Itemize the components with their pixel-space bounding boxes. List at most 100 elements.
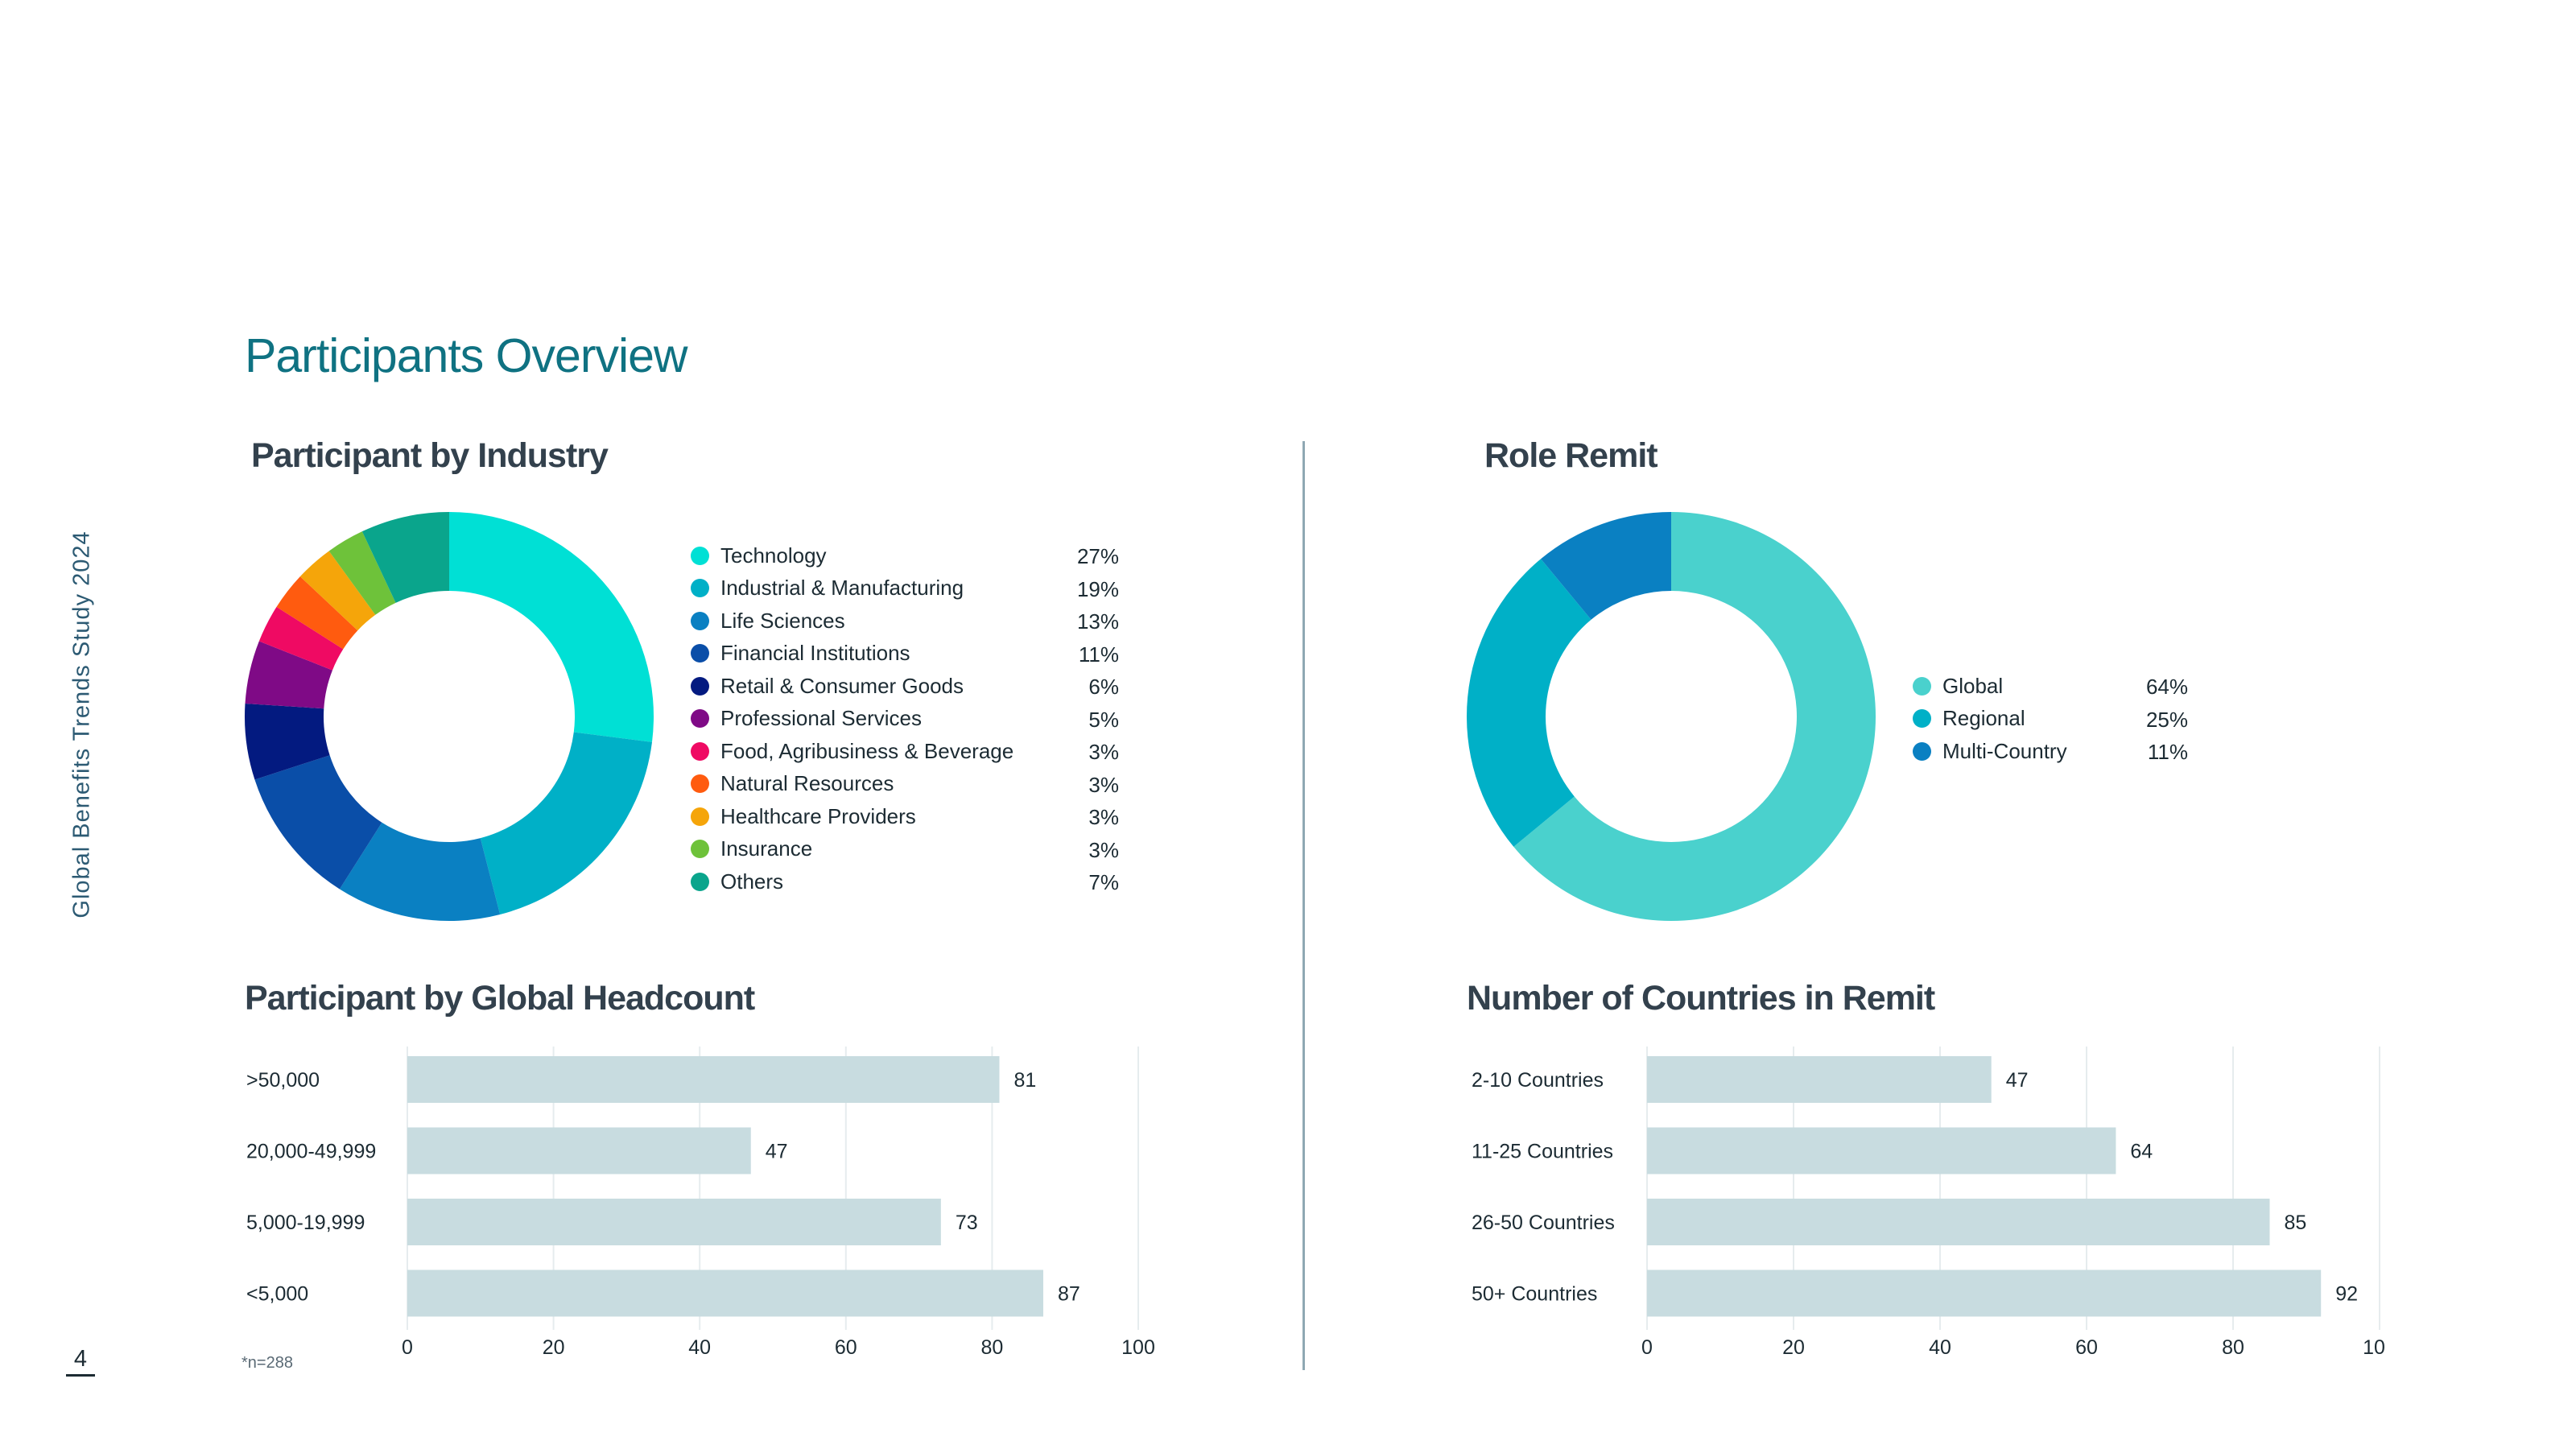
bar-value-label: 85 [2285,1212,2307,1234]
bar-5-000-19-999 [407,1199,941,1245]
category-label-20-000-49-999: 20,000-49,999 [246,1141,376,1163]
bar-11-25-countries [1647,1127,2116,1174]
x-tick-label: 100 [2363,1336,2384,1359]
legend-swatch [691,676,709,696]
column-divider [1302,441,1305,1370]
bar-20-000-49-999 [407,1127,751,1174]
bar-value-label: 92 [2335,1283,2358,1306]
legend-swatch [691,840,709,858]
legend-value-others: 7% [1088,870,1119,894]
category-label-50-000: >50,000 [246,1069,320,1092]
bar-value-label: 47 [2006,1069,2029,1092]
role-remit-donut-slices [1467,512,1876,921]
legend-label: Retail & Consumer Goods [720,673,964,698]
industry-donut-chart [245,512,654,921]
category-label-5-000-19-999: 5,000-19,999 [246,1212,365,1234]
legend-value-financial-institutions: 11% [1078,642,1119,667]
donut-slice-retail-consumer-goods [245,704,330,780]
legend-swatch [691,709,709,728]
industry-chart-title: Participant by Industry [251,436,609,475]
page-number: 4 [66,1346,95,1377]
page-title: Participants Overview [245,329,688,382]
legend-label: Global [1942,673,2004,698]
bar-value-label: 47 [766,1141,788,1163]
legend-item-food-agribusiness-beverage: Food, Agribusiness & Beverage [691,735,1013,767]
legend-swatch [691,872,709,891]
legend-item-professional-services: Professional Services [691,703,922,735]
legend-value-industrial-manufacturing: 19% [1076,576,1119,601]
bar-value-label: 64 [2130,1141,2153,1163]
bar-value-label: 73 [956,1212,978,1234]
legend-swatch [1913,741,1931,761]
legend-swatch [691,546,709,565]
category-label-5-000: <5,000 [246,1283,308,1306]
bar-50-countries [1647,1269,2322,1317]
legend-label: Food, Agribusiness & Beverage [720,738,1014,763]
x-tick-label: 40 [688,1336,711,1359]
legend-swatch [691,579,709,597]
headcount-bar-chart: 0 20 40 60 80 100 >50,000 81 20,000-49,999 47 5,00… [246,1046,1155,1359]
bar-50-000 [407,1056,1000,1103]
x-tick-label: 0 [402,1336,413,1359]
legend-value-global: 64% [2145,675,2188,699]
role-remit-legend: Global 64% Regional 25% Multi-Country 11% [1913,670,2202,774]
legend-item-natural-resources: Natural Resources [691,768,894,800]
countries-chart-title: Number of Countries in Remit [1467,979,1935,1018]
legend-item-global: Global [1913,670,2003,702]
donut-slice-healthcare-providers [299,551,376,631]
category-label-2-10-countries: 2-10 Countries [1472,1069,1604,1092]
donut-slice-others [361,512,449,603]
role-remit-chart-title: Role Remit [1484,436,1658,475]
legend-label: Insurance [720,836,813,861]
legend-label: Regional [1942,706,2025,730]
legend-value-regional: 25% [2145,707,2188,732]
donut-slice-regional [1467,559,1591,847]
x-tick-label: 0 [1641,1336,1653,1359]
legend-value-professional-services: 5% [1088,707,1119,732]
donut-slice-global [1513,512,1876,921]
category-label-50-countries: 50+ Countries [1472,1283,1597,1306]
legend-value-retail-consumer-goods: 6% [1088,675,1119,699]
donut-slice-technology [449,512,654,742]
legend-swatch [1913,709,1931,728]
category-label-11-25-countries: 11-25 Countries [1472,1141,1613,1163]
bar-26-50-countries [1647,1199,2270,1245]
legend-item-multi-country: Multi-Country [1913,735,2067,767]
legend-item-financial-institutions: Financial Institutions [691,638,910,670]
x-tick-label: 60 [2075,1336,2098,1359]
bar-value-label: 81 [1013,1069,1036,1092]
donut-slice-insurance [328,531,396,615]
legend-swatch [691,644,709,663]
x-tick-label: 60 [835,1336,857,1359]
legend-label: Life Sciences [720,608,845,633]
donut-slice-financial-institutions [254,755,382,890]
x-tick-label: 80 [980,1336,1003,1359]
donut-slice-professional-services [245,641,332,709]
headcount-chart-title: Participant by Global Headcount [245,979,755,1018]
bar-5-000 [407,1269,1043,1317]
side-title: Global Benefits Trends Study 2024 [68,530,95,919]
legend-swatch [691,774,709,793]
legend-swatch [691,611,709,630]
industry-donut-slices [245,512,654,921]
legend-item-life-sciences: Life Sciences [691,605,845,637]
role-remit-donut-chart [1467,512,1876,921]
bar-value-label: 87 [1058,1283,1080,1306]
legend-item-retail-consumer-goods: Retail & Consumer Goods [691,670,964,702]
donut-slice-food-agribusiness-beverage [258,606,344,671]
donut-slice-industrial-manufacturing [480,732,652,915]
countries-bar-chart: 0 20 40 60 80 100 2-10 Countries 47 11-25 Countr… [1472,1046,2384,1359]
legend-value-healthcare-providers: 3% [1088,805,1119,829]
legend-value-food-agribusiness-beverage: 3% [1088,740,1119,764]
legend-value-life-sciences: 13% [1076,609,1119,634]
industry-legend: Technology 27% Industrial & Manufacturing 1… [691,539,1125,894]
legend-value-multi-country: 11% [2147,740,2188,764]
legend-swatch [691,807,709,826]
legend-value-technology: 27% [1076,544,1119,568]
legend-label: Others [720,869,784,894]
donut-slice-life-sciences [339,822,501,921]
legend-item-regional: Regional [1913,703,2025,735]
legend-item-healthcare-providers: Healthcare Providers [691,800,916,832]
legend-label: Industrial & Manufacturing [720,576,964,600]
donut-slice-natural-resources [276,576,358,650]
